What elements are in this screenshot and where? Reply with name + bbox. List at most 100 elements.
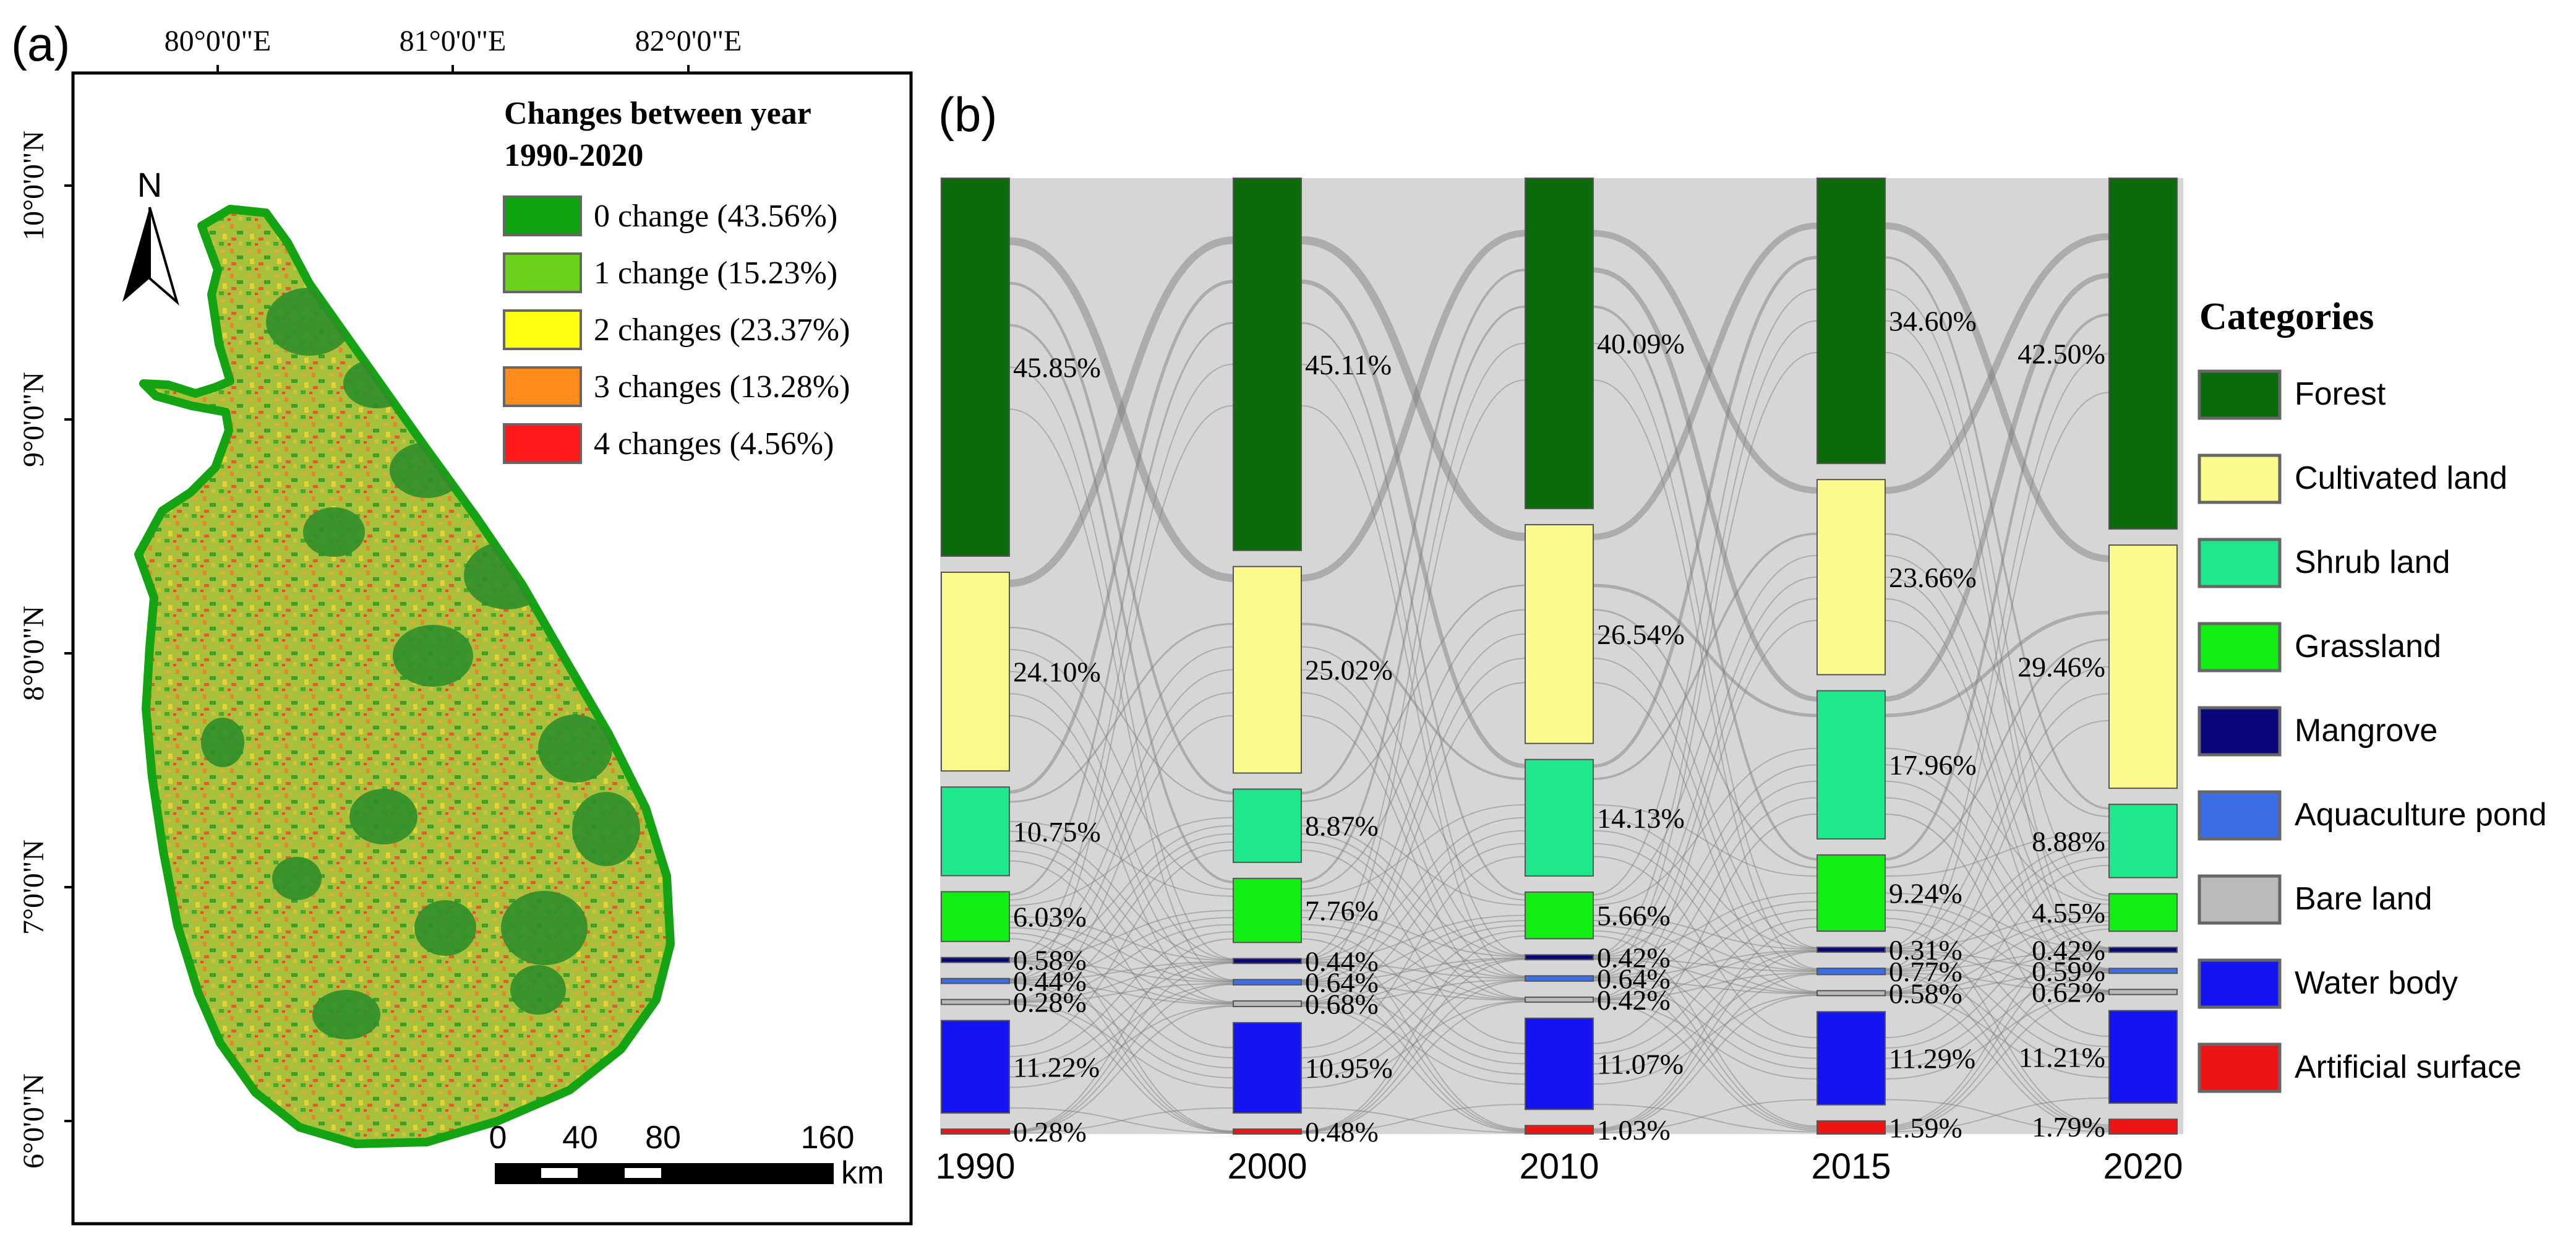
flow-line	[1009, 850, 1234, 1003]
flow-line	[1009, 982, 1234, 1003]
flow-line	[1301, 957, 1526, 983]
value-label: 1.79%	[2032, 1111, 2105, 1143]
sankey-node	[1233, 958, 1302, 964]
flow-line	[1593, 598, 1818, 977]
flow-line	[1885, 920, 2110, 994]
sankey-node	[1816, 1120, 1886, 1135]
value-label: 42.50%	[2018, 338, 2105, 370]
flow-line	[1885, 320, 2110, 948]
flow-line	[1301, 958, 1526, 1005]
sankey-node	[1233, 178, 1302, 551]
category-legend-swatch	[2197, 538, 2282, 588]
value-label: 0.58%	[1889, 977, 1962, 1009]
value-label: 0.59%	[2032, 955, 2105, 987]
value-label: 29.46%	[2018, 651, 2105, 683]
sankey-node	[941, 956, 1010, 963]
flow-line	[1301, 363, 1526, 956]
flow-line	[1593, 230, 1818, 494]
value-label: 5.66%	[1597, 900, 1671, 932]
flow-line	[1301, 938, 1526, 1130]
scale-label-0: 0	[489, 1120, 507, 1156]
value-label: 23.66%	[1889, 562, 1977, 593]
flow-line	[1885, 916, 2110, 972]
flow-line	[1301, 692, 1526, 977]
flow-line	[1885, 780, 2110, 971]
category-legend-label: Cultivated land	[2295, 460, 2507, 496]
lat-label-7: 7°0'0"N	[17, 840, 50, 935]
value-label: 1.59%	[1889, 1112, 1962, 1143]
flow-line	[1593, 972, 1818, 1001]
sankey-node	[2108, 968, 2178, 974]
value-label: 8.87%	[1305, 810, 1379, 842]
category-legend-label: Bare land	[2295, 881, 2433, 917]
flow-line	[1009, 982, 1234, 1133]
flow-line	[1009, 960, 1234, 1005]
flow-line	[1009, 982, 1234, 1079]
sankey-node	[1233, 1021, 1302, 1114]
flow-line	[1009, 961, 1234, 1003]
flow-line	[1885, 619, 2110, 991]
flow-line	[1885, 911, 2110, 950]
scale-label-160: 160	[801, 1120, 855, 1156]
flow-line	[1593, 892, 1818, 958]
lon-label-82: 82°0'0"E	[635, 25, 742, 58]
flow-line	[1593, 979, 1818, 995]
flow-line	[1593, 973, 1818, 1075]
flow-line	[1593, 917, 1818, 1055]
flow-line	[1009, 281, 1234, 795]
flow-line	[1593, 633, 1818, 949]
category-legend-swatch	[2197, 369, 2282, 420]
flow-line	[1885, 554, 2110, 901]
year-labels: 1990 2000 2010 2015 2020	[935, 1146, 2183, 1187]
change-legend-swatch	[503, 423, 582, 464]
flow-line	[1593, 843, 1818, 993]
flow-line	[1009, 830, 1234, 961]
flow-line	[1593, 958, 1818, 1059]
flow-line	[1301, 230, 1526, 582]
panel-b-label: (b)	[938, 87, 997, 142]
north-label: N	[137, 165, 162, 204]
flow-line	[1593, 950, 1818, 1065]
year-label: 2015	[1811, 1146, 1891, 1187]
scale-unit: km	[841, 1155, 884, 1191]
sankey-node	[1816, 479, 1886, 676]
value-label: 10.75%	[1013, 816, 1101, 848]
category-legend-label: Aquaculture pond	[2295, 797, 2547, 833]
sankey-node	[941, 891, 1010, 942]
value-label: 10.95%	[1305, 1052, 1393, 1084]
value-label: 9.24%	[1889, 878, 1962, 909]
flow-line	[1009, 961, 1234, 982]
flow-line	[1009, 961, 1234, 1133]
flow-line	[1009, 366, 1234, 960]
flow-line	[1593, 343, 1818, 948]
sankey-node	[1525, 758, 1594, 877]
flow-line	[1009, 938, 1234, 1132]
flow-line	[1885, 950, 2110, 994]
flow-line	[1009, 938, 1234, 1132]
flow-line	[1301, 269, 1526, 795]
flow-line	[1885, 313, 2110, 861]
flow-line	[1885, 994, 2110, 1078]
flow-line	[1885, 576, 2110, 949]
sankey-node	[2108, 178, 2178, 530]
flow-line	[1009, 909, 1234, 960]
flow-line	[1301, 931, 1526, 1055]
change-legend-label: 0 change (43.56%)	[594, 199, 837, 234]
flow-line	[1593, 994, 1818, 1085]
lat-label-10: 10°0'0"N	[17, 131, 50, 241]
value-label: 0.42%	[1597, 984, 1671, 1016]
sankey-node	[1525, 996, 1594, 1003]
sankey-node	[2108, 544, 2178, 789]
flow-line	[1885, 928, 2110, 1127]
flow-line	[1885, 273, 2110, 702]
sankey-node	[2108, 989, 2178, 995]
flow-line	[1885, 351, 2110, 969]
value-label: 0.68%	[1305, 988, 1379, 1020]
sankey-node	[1525, 954, 1594, 961]
sankey-node	[2108, 1010, 2178, 1104]
value-label: 0.28%	[1013, 987, 1087, 1018]
flow-line	[1301, 979, 1526, 1005]
flow-line	[1593, 830, 1818, 971]
category-legend-label: Forest	[2295, 376, 2386, 412]
